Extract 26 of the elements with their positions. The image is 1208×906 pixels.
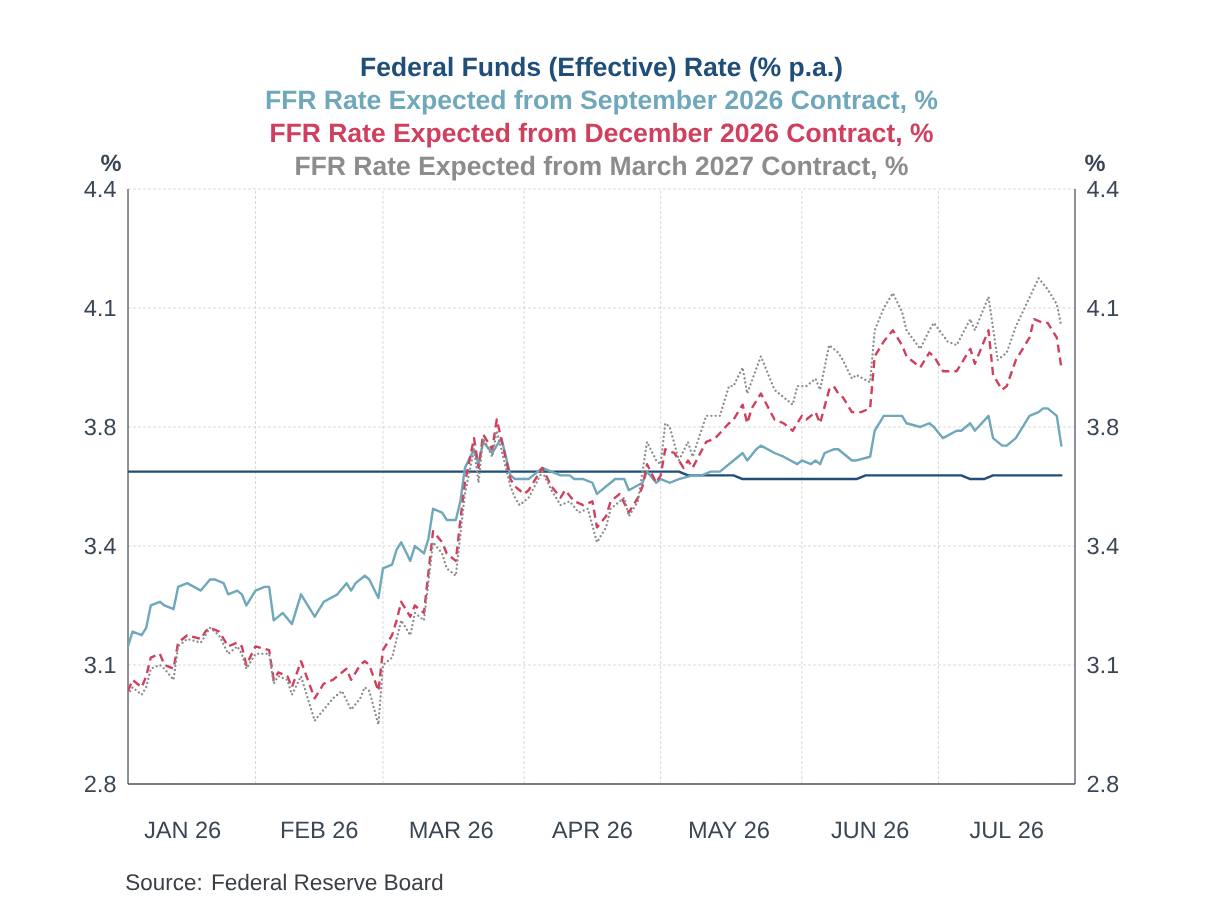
y-tick-label: 3.4 bbox=[84, 537, 116, 555]
y-tick-label: 3.1 bbox=[84, 656, 116, 674]
x-tick-label: JAN 26 bbox=[144, 821, 221, 839]
x-tick-label: FEB 26 bbox=[281, 821, 358, 839]
y-tick-label: 2.8 bbox=[85, 775, 116, 793]
y2-tick-label: 4.4 bbox=[1087, 180, 1119, 198]
y2-tick-label: 3.8 bbox=[1087, 418, 1119, 436]
text: FFR Rate Expected from December 2026 Contract, % bbox=[271, 122, 933, 148]
y2-tick-label: 3.1 bbox=[1087, 656, 1119, 674]
y2-tick-label: 3.4 bbox=[1087, 537, 1119, 555]
x-tick-label: MAY 26 bbox=[689, 821, 769, 839]
x-tick-label: JUN 26 bbox=[831, 821, 909, 839]
source-note: Source: Federal Reserve Board bbox=[126, 873, 443, 891]
text: Federal Funds (Effective) Rate (% p.a.) bbox=[361, 56, 842, 82]
y-axis-title: % bbox=[101, 154, 121, 172]
text: FFR Rate Expected from September 2026 Contract, % bbox=[266, 89, 938, 115]
y-tick-label: 3.8 bbox=[84, 418, 116, 436]
x-tick-label: APR 26 bbox=[551, 821, 632, 839]
y2-axis-title: % bbox=[1085, 154, 1105, 172]
y-tick-label: 4.1 bbox=[84, 299, 116, 317]
text: FFR Rate Expected from March 2027 Contract, % bbox=[296, 155, 908, 181]
y2-tick-label: 4.1 bbox=[1087, 299, 1119, 317]
y-tick-label: 4.4 bbox=[84, 180, 116, 198]
x-tick-label: MAR 26 bbox=[410, 821, 493, 839]
y2-tick-label: 2.8 bbox=[1087, 775, 1119, 793]
x-tick-label: JUL 26 bbox=[969, 821, 1043, 839]
